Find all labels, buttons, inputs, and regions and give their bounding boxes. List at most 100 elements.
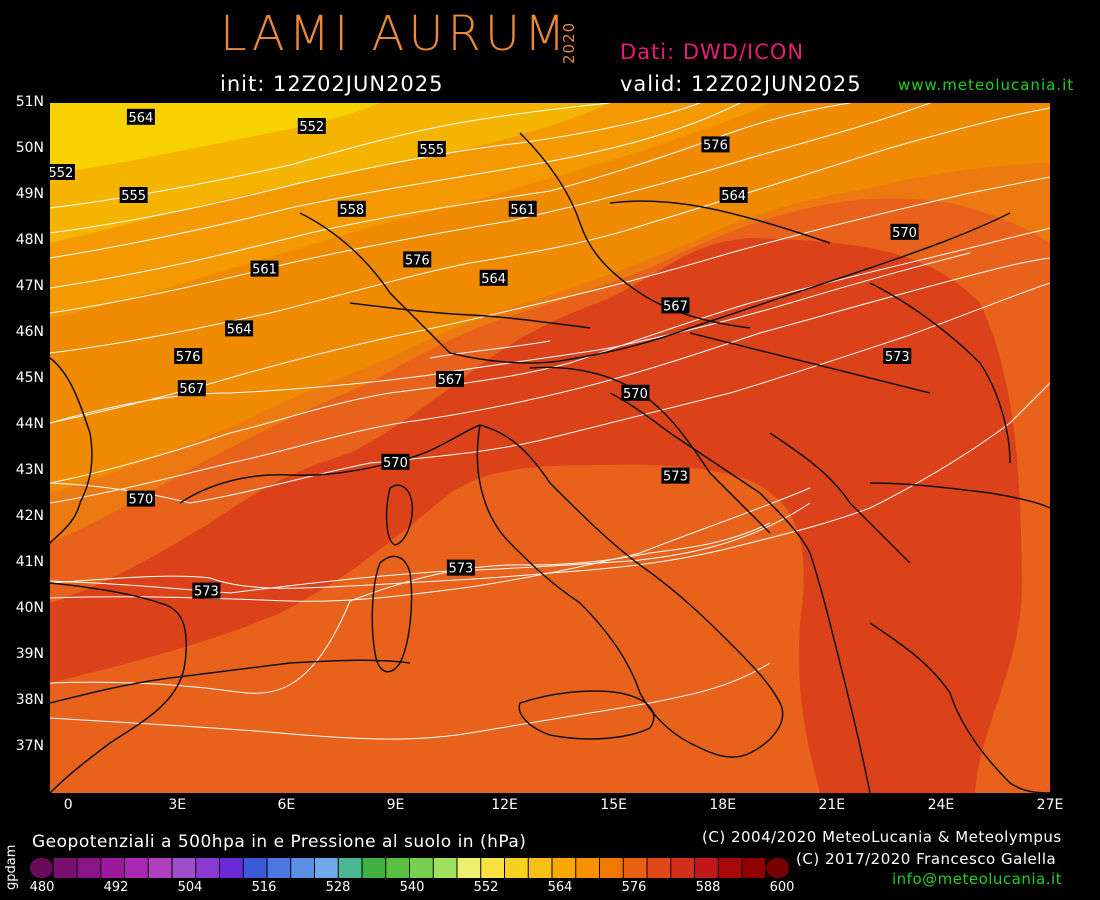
colorbar-swatch <box>766 858 789 878</box>
lat-tick-label: 42N <box>15 508 44 524</box>
copyright-line-1: (C) 2004/2020 MeteoLucania & Meteolympus <box>702 828 1062 846</box>
lat-tick-label: 43N <box>15 462 44 478</box>
lat-tick-label: 48N <box>15 232 44 248</box>
contour-label: 561 <box>508 200 537 218</box>
lat-tick-label: 41N <box>15 554 44 570</box>
colorbar-swatch <box>196 858 219 878</box>
map-panel: 564 552 552 555 576 555 558 561 564 570 561 576 564 5… <box>50 103 1050 793</box>
colorbar-swatch <box>718 858 742 878</box>
contour-label-text: 576 <box>405 253 430 268</box>
data-source: Dati: DWD/ICON <box>620 40 805 64</box>
contour-label: 564 <box>479 269 508 287</box>
contour-label-bg <box>381 453 410 470</box>
colorbar-swatch <box>291 858 314 878</box>
contour-label-text: 567 <box>438 373 463 388</box>
contour-label-text: 555 <box>419 143 444 158</box>
lat-tick-label: 49N <box>15 186 44 202</box>
contour-label: 552 <box>50 164 75 181</box>
colorbar-tick-label: 504 <box>177 880 203 895</box>
contour-label-text: 561 <box>252 263 277 278</box>
lat-tick-label: 50N <box>15 140 44 156</box>
colorbar-swatch <box>742 858 766 878</box>
contour-label-bg <box>661 297 690 314</box>
contour-label: 555 <box>417 141 446 158</box>
lat-tick-label: 37N <box>15 738 44 754</box>
contour-label-text: 552 <box>50 166 73 181</box>
isobar <box>50 103 741 259</box>
colorbar-swatch <box>315 858 338 878</box>
lon-tick-label: 27E <box>1036 797 1064 813</box>
isobar <box>50 662 771 740</box>
contour-label-bg <box>126 490 155 507</box>
brand-title: LAMI AURUM <box>220 6 570 62</box>
isobar <box>50 103 851 289</box>
lat-tick-label: 38N <box>15 692 44 708</box>
border-hungary <box>689 332 931 394</box>
colorbar-swatch <box>481 858 504 878</box>
contour-label: 564 <box>126 108 155 126</box>
isobar <box>50 227 1050 484</box>
coastline-corsica <box>385 484 414 546</box>
lat-tick-label: 46N <box>15 324 44 340</box>
contour-label-bg <box>250 260 279 277</box>
isobar <box>50 103 701 234</box>
border-alps <box>349 302 591 329</box>
colorbar-swatch <box>552 858 576 878</box>
website-link[interactable]: www.meteolucania.it <box>898 76 1075 94</box>
lon-tick-label: 12E <box>491 797 518 813</box>
isobar <box>50 176 1050 424</box>
colorbar-tick-label: 492 <box>103 880 129 895</box>
contour-label-text: 576 <box>176 350 201 365</box>
isobar <box>50 103 931 314</box>
contour-label: 567 <box>436 371 464 388</box>
colorbar-swatch <box>386 858 409 878</box>
colorbar-swatch <box>220 858 243 878</box>
colorbar-swatch <box>148 858 172 878</box>
isobar <box>50 107 1050 354</box>
lat-tick-label: 44N <box>15 416 44 432</box>
coastline-france-south <box>179 424 481 504</box>
colorbar-swatch <box>267 858 291 878</box>
isobar <box>50 257 1050 504</box>
coastline-greece <box>869 622 1050 793</box>
colorbar-swatch <box>338 858 362 878</box>
contour-label: 561 <box>250 260 279 278</box>
contact-email[interactable]: info@meteolucania.it <box>892 870 1063 888</box>
colorbar-swatch <box>457 858 481 878</box>
contour-label-bg <box>337 200 366 217</box>
border-central-europe <box>299 212 1011 364</box>
contour-label-bg <box>417 141 446 157</box>
contour-label: 576 <box>701 136 730 153</box>
contour-label-bg <box>479 269 508 286</box>
colorbar-swatch <box>101 858 124 878</box>
colorbar-swatch <box>695 858 718 878</box>
lon-tick-label: 18E <box>709 797 737 813</box>
lat-tick-label: 40N <box>15 600 44 616</box>
contour-label-text: 567 <box>663 299 688 314</box>
colorbar-swatch <box>528 858 552 878</box>
isobar <box>50 382 1050 589</box>
lon-tick-label: 6E <box>277 797 296 813</box>
contour-label-text: 573 <box>885 350 910 365</box>
lon-tick-label: 24E <box>927 797 955 813</box>
contour-label: 552 <box>297 118 326 135</box>
coastline-italy-east <box>529 366 771 534</box>
colorbar-swatch <box>30 858 53 878</box>
colorbar-tick-label: 528 <box>325 880 351 895</box>
colorbar-tick-label: 480 <box>29 880 55 895</box>
colorbar-swatch <box>647 858 671 878</box>
colorbar-swatch <box>243 858 267 878</box>
contour-label-text: 573 <box>663 470 688 485</box>
contour-label-bg <box>719 187 748 203</box>
contour-label: 558 <box>337 200 366 218</box>
contour-label-bg <box>403 251 432 268</box>
isobar <box>50 103 611 209</box>
contour-label-text: 570 <box>892 226 917 241</box>
colorbar-swatch <box>671 858 694 878</box>
map-description: Geopotenziali a 500hpa in e Pressione al… <box>32 832 527 852</box>
contour-label-text: 567 <box>179 382 204 397</box>
contour-label-bg <box>225 320 254 337</box>
contour-label-bg <box>119 187 148 203</box>
coastline-italy <box>476 424 784 758</box>
contour-label-bg <box>436 371 464 387</box>
